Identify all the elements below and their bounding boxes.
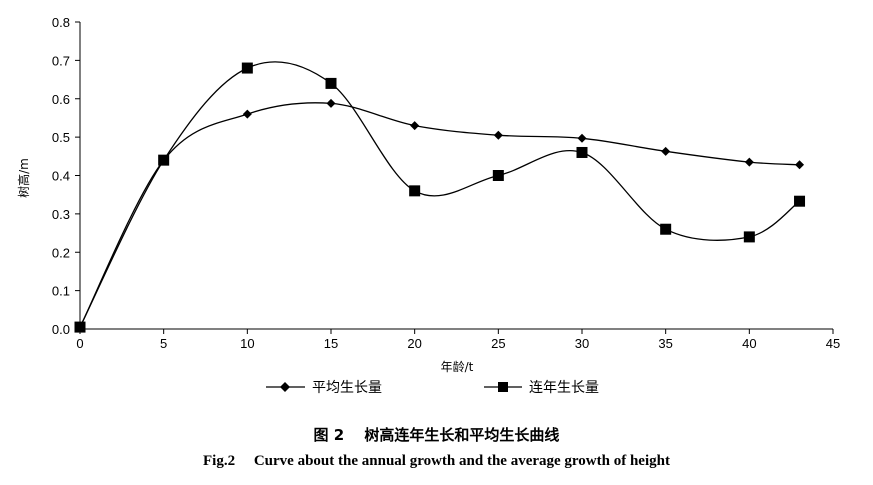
x-tick-label: 25 — [491, 336, 505, 351]
series-line-annual — [79, 61, 800, 328]
data-point-annual — [743, 231, 755, 243]
x-tick-label: 15 — [324, 336, 338, 351]
legend: 平均生长量 连年生长量 — [266, 380, 599, 396]
data-point-annual — [492, 170, 504, 181]
legend-item-annual: 连年生长量 — [484, 380, 599, 396]
chart: 0.0 0.1 0.2 0.3 0.4 0.5 0.6 0.7 0.8 0 5 10 15 20 25 30… — [16, 15, 840, 396]
data-point-average — [242, 109, 252, 119]
y-tick-label: 0.8 — [52, 15, 70, 30]
legend-marker-annual — [498, 382, 508, 392]
data-point-annual — [576, 146, 588, 158]
figure-caption-chinese: 图 2 树高连年生长和平均生长曲线 — [313, 426, 560, 444]
y-tick-label: 0.4 — [52, 169, 70, 184]
x-tick-label: 45 — [826, 336, 840, 351]
data-point-average — [410, 121, 420, 131]
y-axis-ticks: 0.0 0.1 0.2 0.3 0.4 0.5 0.6 0.7 0.8 — [52, 15, 80, 337]
y-tick-label: 0.3 — [52, 207, 70, 222]
series-layer — [74, 61, 806, 333]
x-tick-label: 0 — [76, 336, 83, 351]
legend-marker-average — [280, 382, 290, 392]
data-point-annual — [241, 62, 253, 74]
y-tick-label: 0.2 — [52, 245, 70, 260]
y-tick-label: 0.0 — [52, 322, 70, 337]
data-point-annual — [660, 223, 672, 235]
x-axis-ticks: 0 5 10 15 20 25 30 35 40 45 — [76, 329, 840, 351]
legend-label-average: 平均生长量 — [312, 380, 382, 396]
legend-label-annual: 连年生长量 — [529, 380, 599, 396]
data-point-average — [577, 133, 587, 143]
x-tick-label: 5 — [160, 336, 167, 351]
y-tick-label: 0.6 — [52, 92, 70, 107]
data-point-average — [493, 130, 503, 140]
x-tick-label: 40 — [742, 336, 756, 351]
data-point-average — [661, 146, 671, 156]
x-tick-label: 20 — [407, 336, 421, 351]
data-point-average — [795, 160, 805, 170]
data-point-annual — [409, 185, 421, 197]
figure-caption-english: Fig.2 Curve about the annual growth and … — [203, 453, 670, 469]
data-point-annual — [325, 77, 337, 89]
y-tick-label: 0.7 — [52, 53, 70, 68]
y-tick-label: 0.5 — [52, 130, 70, 145]
series-line-average — [79, 102, 800, 328]
data-point-annual — [794, 195, 806, 207]
x-tick-label: 30 — [575, 336, 589, 351]
data-point-annual — [74, 321, 86, 333]
data-point-annual — [158, 154, 170, 166]
data-point-average — [326, 98, 336, 108]
data-point-average — [744, 157, 754, 167]
y-tick-label: 0.1 — [52, 284, 70, 299]
x-axis-title: 年龄/t — [441, 360, 474, 374]
x-tick-label: 35 — [658, 336, 672, 351]
legend-item-average: 平均生长量 — [266, 380, 382, 396]
y-axis-title: 树高/m — [16, 158, 31, 198]
x-tick-label: 10 — [240, 336, 254, 351]
